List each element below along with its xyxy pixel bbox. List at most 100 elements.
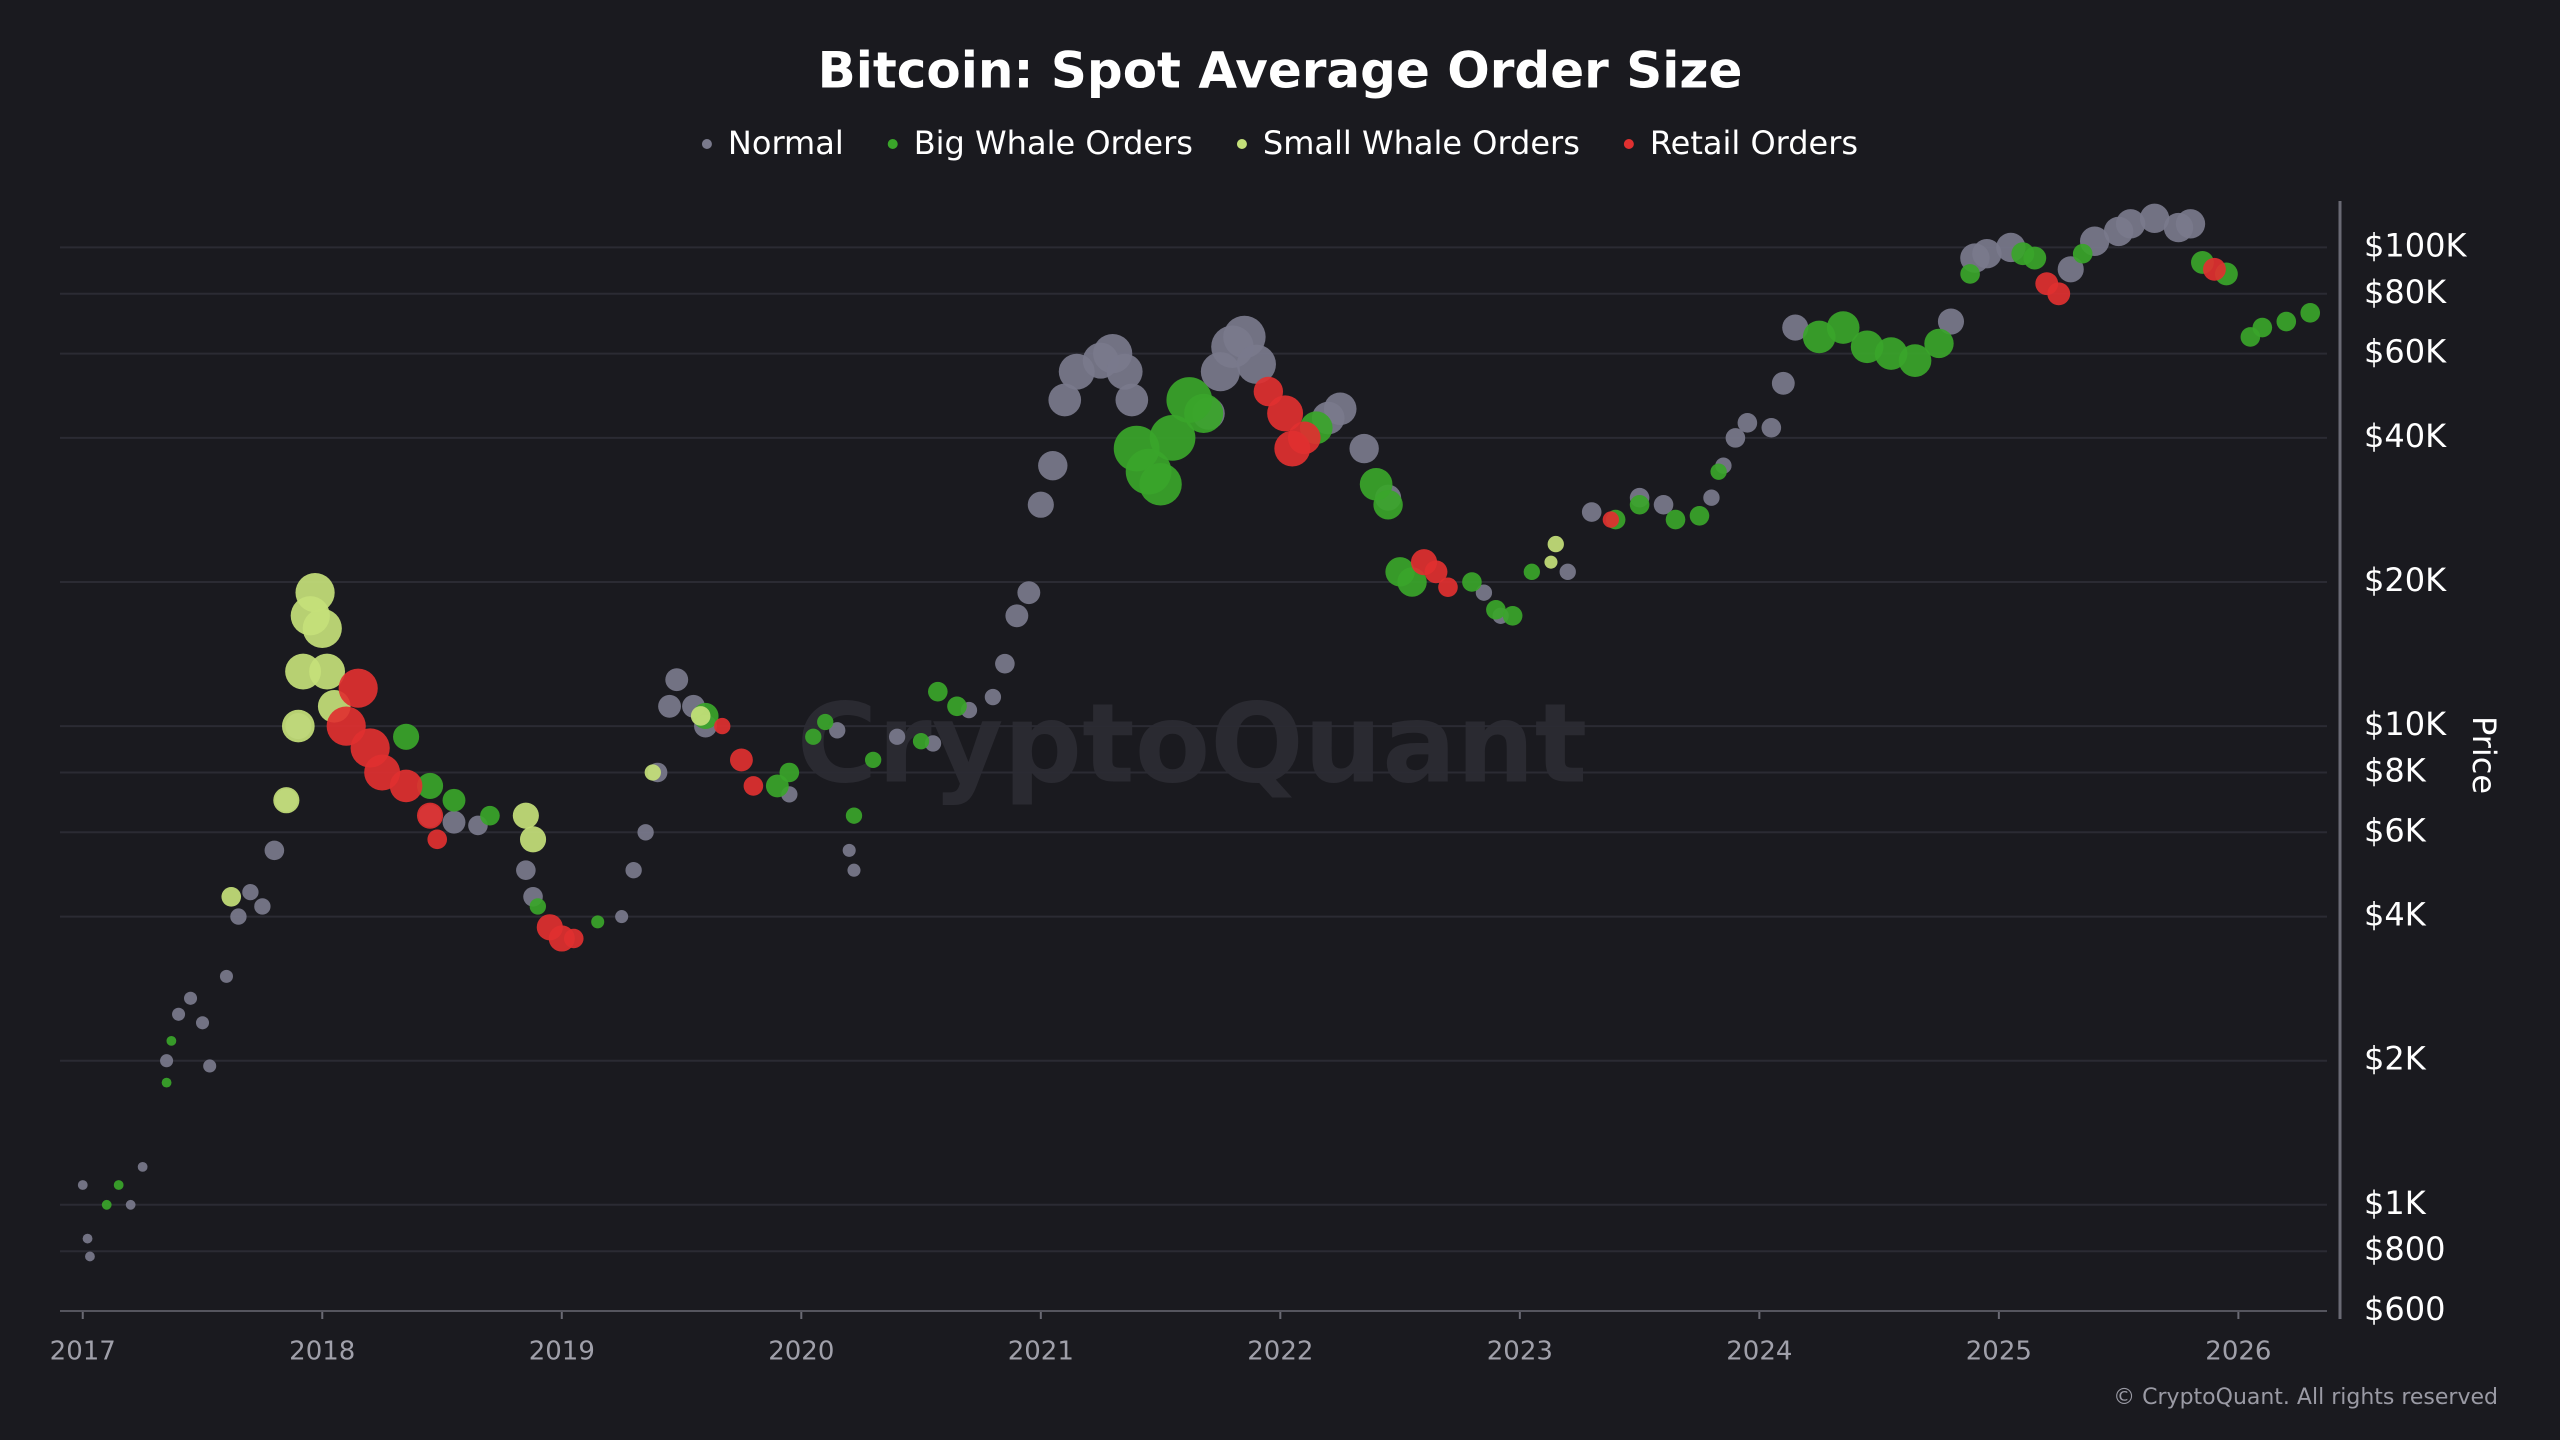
data-point [2057,256,2084,283]
data-point [947,696,967,717]
data-point [1737,413,1758,433]
data-point [264,840,285,861]
data-point [1048,383,1082,417]
legend-marker [1236,139,1247,149]
data-point [442,810,466,834]
x-tick-label: 2018 [289,1337,355,1367]
data-point [1689,505,1710,526]
data-point [125,1199,136,1210]
data-point [309,653,346,690]
data-point [1267,395,1304,432]
x-tick-label: 2019 [529,1337,595,1367]
data-point [416,802,444,829]
legend-marker [1623,139,1634,149]
data-point [2072,243,2093,264]
x-tick-label: 2021 [1008,1337,1074,1367]
y-tick-label: $1K [2364,1184,2427,1222]
data-point [195,1016,210,1030]
data-point [427,829,448,850]
data-point [625,862,642,879]
data-point [2276,311,2297,332]
data-point [1629,494,1650,515]
data-point [563,928,584,949]
data-point [1287,421,1321,455]
data-point [2202,257,2226,281]
data-point [1544,555,1558,569]
legend-label: Normal [728,124,844,162]
series-group [326,257,2226,952]
data-point [714,717,731,735]
data-point [1486,599,1506,620]
data-point [1771,371,1795,395]
data-point [242,883,259,901]
data-point [1115,383,1149,417]
data-point [1703,489,1720,506]
data-point [512,802,539,829]
data-point [765,774,789,798]
data-point [338,668,378,708]
y-tick-label: $600 [2364,1290,2445,1328]
data-point [302,608,342,648]
data-point [2175,209,2206,239]
data-point [389,769,423,803]
data-point [1323,392,1357,426]
data-point [160,1054,174,1068]
data-point [1972,239,2002,269]
x-tick-label: 2023 [1487,1337,1553,1367]
data-point [1602,511,1620,528]
data-point [1373,490,1403,520]
legend-marker [887,139,898,149]
data-point [1139,463,1182,506]
legend: Normal Big Whale Orders Small Whale Orders… [701,124,1858,162]
series-group [101,242,2321,1210]
data-point [77,1180,88,1190]
data-point [847,863,861,877]
data-point [1960,264,1980,284]
data-point [690,706,711,726]
data-point [1005,604,1029,628]
data-point [817,713,834,731]
data-point [281,709,315,743]
y-axis-label: Price [2465,716,2503,794]
data-point [1559,563,1576,581]
data-point [1653,494,1674,515]
data-point [1725,428,1746,448]
data-point [101,1199,112,1210]
data-point [1236,344,1276,384]
data-point [2023,246,2047,270]
data-point [1826,311,1860,344]
data-point [221,886,242,907]
data-point [1937,308,1965,335]
data-point [1581,502,1602,522]
y-tick-label: $20K [2364,561,2447,599]
plot-area [77,203,2321,1262]
x-tick-label: 2022 [1247,1337,1313,1367]
data-point [1710,463,1727,480]
data-point [230,908,247,925]
data-point [480,805,500,826]
y-tick-label: $6K [2364,811,2427,849]
data-point [516,860,536,880]
data-point [1149,415,1196,461]
data-point [2300,303,2321,323]
data-point [1782,314,1809,341]
data-point [2115,209,2146,239]
data-point [1475,584,1493,601]
x-tick-label: 2020 [768,1337,834,1367]
data-point [928,681,948,702]
data-point [995,653,1015,674]
series-group [77,203,2206,1262]
data-point [637,824,654,841]
legend-label: Retail Orders [1650,124,1858,162]
data-point [1397,567,1427,597]
data-point [166,1035,177,1046]
data-point [729,748,753,772]
data-point [665,668,689,692]
data-point [442,788,466,812]
x-tick-label: 2017 [50,1337,116,1367]
data-point [295,573,335,613]
data-point [82,1233,93,1244]
